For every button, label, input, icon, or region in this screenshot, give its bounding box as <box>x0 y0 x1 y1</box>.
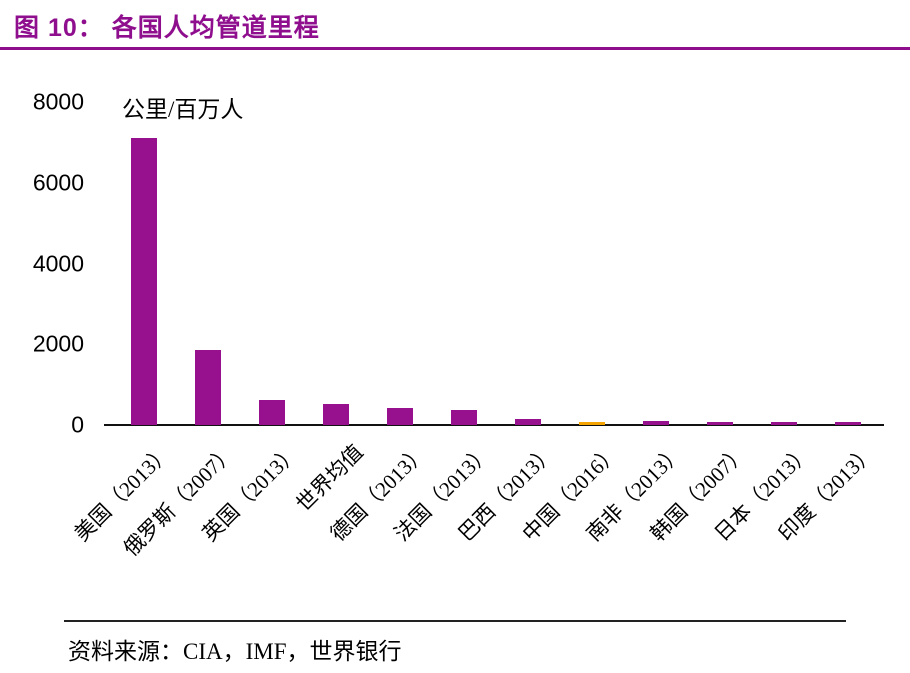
bar <box>323 404 349 425</box>
bar-slot: 德国（2013） <box>326 102 432 546</box>
y-tick-label: 8000 <box>32 88 84 115</box>
y-tick-label: 0 <box>71 411 84 438</box>
y-axis-unit-label: 公里/百万人 <box>122 97 244 122</box>
bar <box>707 422 733 425</box>
bar-slot: 南非（2013） <box>582 102 688 546</box>
bar-slot: 世界均值 <box>291 102 368 516</box>
bar-slot: 韩国（2007） <box>646 102 752 546</box>
bar <box>259 399 285 425</box>
bar-slot: 法国（2013） <box>390 102 496 546</box>
bar-slot: 巴西（2013） <box>454 102 560 546</box>
bar-slot: 中国（2016） <box>518 102 624 546</box>
figure-title: 图 10： 各国人均管道里程 <box>14 14 320 42</box>
source-text: 资料来源：CIA，IMF，世界银行 <box>68 639 402 664</box>
bar-slot: 美国（2013） <box>70 102 176 546</box>
y-tick-label: 6000 <box>32 169 84 196</box>
bar-chart: 公里/百万人 0 2000 4000 6000 8000 美国（2013） 俄罗斯（200… <box>0 56 910 616</box>
bar <box>579 422 605 425</box>
y-tick-label: 2000 <box>32 330 84 357</box>
y-tick-label: 4000 <box>32 250 84 276</box>
bar-slot: 印度（2013） <box>774 102 880 546</box>
bar <box>835 422 861 425</box>
bar <box>451 410 477 425</box>
bars-area: 美国（2013） 俄罗斯（2007） 英国（2013） 世界均值 德国（2013） 法国（… <box>70 102 880 561</box>
title-underline <box>0 47 910 50</box>
source-divider <box>64 620 846 622</box>
bar <box>515 419 541 425</box>
bar-slot: 俄罗斯（2007） <box>119 102 240 561</box>
bar <box>643 421 669 425</box>
bar <box>387 407 413 425</box>
bar <box>131 138 157 425</box>
bar <box>195 350 221 425</box>
bar-slot: 日本（2013） <box>710 102 816 546</box>
bar <box>771 422 797 425</box>
x-axis-line <box>104 424 884 426</box>
bar-slot: 英国（2013） <box>198 102 304 546</box>
